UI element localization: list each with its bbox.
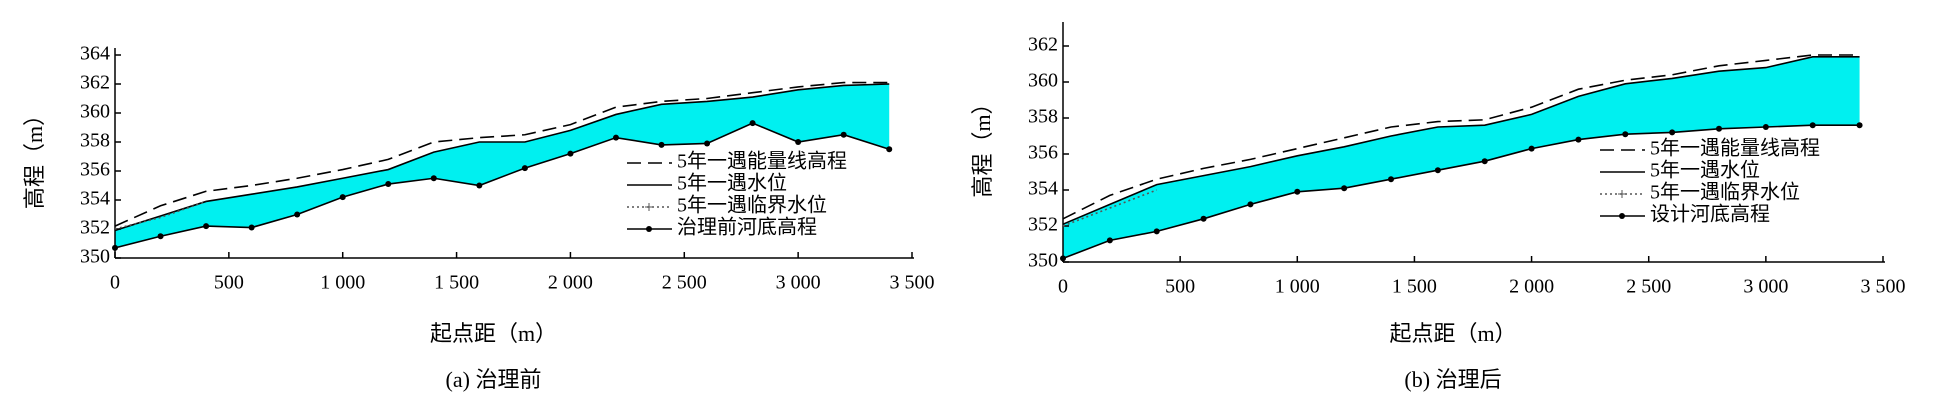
point: [1481, 158, 1488, 165]
point: [795, 139, 802, 145]
x-tick-label: 2 500: [662, 272, 707, 294]
series-line: [1062, 189, 1157, 227]
point: [1575, 136, 1582, 143]
x-tick-label: 0: [110, 272, 120, 294]
point: [1716, 125, 1722, 132]
x-tick-label: 1 500: [1392, 276, 1437, 298]
point: [294, 211, 301, 218]
x-tick-label: 500: [214, 272, 244, 294]
point: [1200, 215, 1207, 222]
point: [1388, 176, 1394, 183]
x-axis-label: 起点距（m）: [430, 321, 557, 346]
water-area: [115, 84, 890, 248]
x-tick-label: 500: [1165, 276, 1195, 298]
caption: (b) 治理后: [1404, 367, 1501, 392]
x-tick-label: 3 500: [1861, 276, 1906, 298]
point: [658, 141, 665, 148]
point: [1856, 122, 1863, 129]
x-tick-label: 1 000: [1275, 276, 1320, 298]
x-tick-label: 3 500: [890, 272, 935, 294]
caption: (a) 治理前: [446, 367, 542, 392]
point: [157, 233, 164, 240]
y-tick-label: 352: [1028, 214, 1058, 236]
legend-marker: [1619, 213, 1625, 219]
point: [567, 150, 574, 157]
x-tick-label: 2 000: [1509, 276, 1554, 298]
x-tick-label: 0: [1058, 276, 1068, 298]
point: [1106, 237, 1113, 244]
y-tick-label: 360: [1028, 70, 1058, 92]
x-tick-label: 2 000: [548, 272, 593, 294]
x-tick-label: 3 000: [1743, 276, 1788, 298]
x-axis-label: 起点距（m）: [1389, 321, 1516, 346]
y-tick-label: 362: [80, 72, 110, 94]
x-tick-label: 3 000: [776, 272, 821, 294]
y-tick-label: 350: [1028, 250, 1058, 272]
water-area: [1063, 56, 1860, 259]
point: [248, 224, 255, 231]
point: [385, 181, 392, 188]
point: [749, 120, 756, 127]
series-line: [1062, 124, 1860, 260]
point: [1762, 124, 1769, 130]
y-tick-label: 358: [1028, 106, 1058, 128]
legend-label: 5年一遇水位: [1650, 159, 1760, 182]
legend-marker: [646, 226, 652, 232]
point: [886, 146, 893, 153]
point: [476, 182, 483, 189]
legend-label: 5年一遇临界水位: [677, 194, 827, 217]
point: [1294, 188, 1301, 195]
point: [612, 134, 619, 141]
legend-label: 5年一遇能量线高程: [677, 150, 847, 173]
x-tick-label: 1 000: [320, 272, 365, 294]
x-tick-label: 2 500: [1626, 276, 1671, 298]
series-line: [114, 200, 207, 230]
point: [1528, 145, 1535, 152]
point: [430, 175, 437, 182]
y-tick-label: 354: [1028, 178, 1058, 200]
x-tick-label: 1 500: [434, 272, 479, 294]
point: [1669, 129, 1676, 136]
series-line: [1062, 54, 1860, 220]
point: [339, 194, 346, 201]
y-tick-label: 362: [1028, 34, 1058, 56]
point: [840, 131, 847, 138]
point: [704, 140, 711, 147]
y-axis-label: 高程（m）: [970, 92, 995, 197]
legend-marker: [1618, 190, 1626, 198]
legend-label: 5年一遇临界水位: [1650, 181, 1800, 204]
legend-label: 5年一遇水位: [677, 172, 787, 195]
legend-label: 5年一遇能量线高程: [1650, 137, 1820, 160]
legend-marker: [645, 203, 653, 211]
series-line: [114, 81, 890, 227]
point: [112, 244, 118, 251]
point: [1060, 255, 1066, 262]
point: [1153, 228, 1160, 235]
y-tick-label: 358: [80, 130, 110, 152]
y-tick-label: 354: [80, 188, 110, 210]
y-tick-label: 356: [1028, 142, 1058, 164]
point: [1622, 131, 1629, 138]
y-tick-label: 356: [80, 159, 110, 181]
legend-label: 治理前河底高程: [677, 216, 817, 239]
series-line: [1062, 56, 1860, 225]
point: [203, 223, 210, 230]
series-line: [114, 83, 890, 232]
legend-label: 设计河底高程: [1650, 203, 1770, 226]
point: [1809, 122, 1816, 129]
y-axis-label: 高程（m）: [22, 104, 47, 209]
series-line: [114, 122, 890, 249]
y-tick-label: 360: [80, 101, 110, 123]
y-tick-label: 350: [80, 246, 110, 268]
y-tick-label: 352: [80, 217, 110, 239]
point: [1434, 167, 1441, 174]
y-tick-label: 364: [80, 43, 110, 65]
point: [1247, 201, 1254, 208]
point: [521, 165, 528, 172]
point: [1341, 185, 1348, 192]
